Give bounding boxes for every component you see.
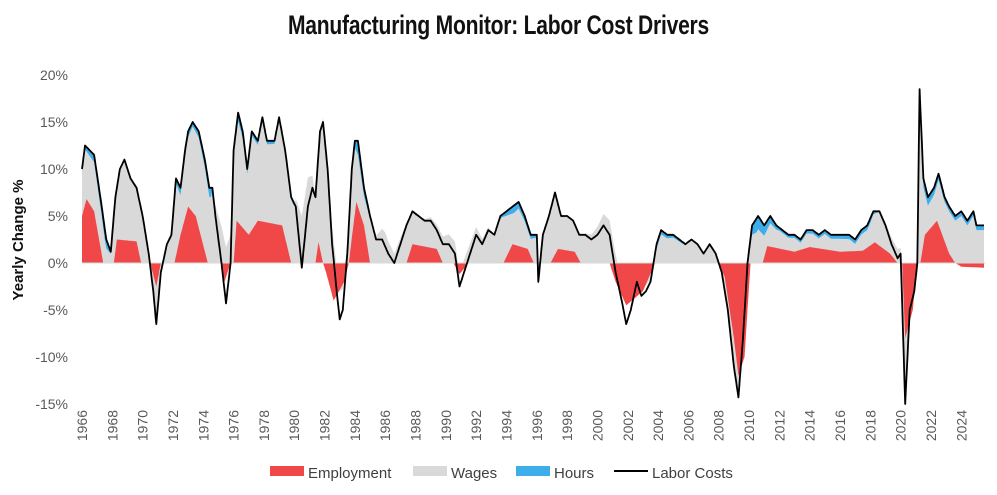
x-tick-label: 2022 [923, 410, 939, 441]
x-tick-label: 1994 [498, 410, 514, 441]
legend: Employment Wages Hours Labor Costs [270, 465, 733, 482]
x-tick-label: 2024 [953, 410, 969, 441]
legend-label-hours: Hours [554, 465, 594, 482]
x-tick-label: 1972 [165, 410, 181, 441]
x-tick-label: 1980 [286, 410, 302, 441]
x-tick-label: 2020 [893, 410, 909, 441]
x-tick-label: 2006 [680, 410, 696, 441]
y-tick-label: 15% [40, 114, 68, 130]
y-tick-label: -10% [35, 349, 68, 365]
y-tick-label: 5% [48, 208, 68, 224]
x-tick-label: 2002 [620, 410, 636, 441]
x-tick-label: 1998 [559, 410, 575, 441]
x-tick-label: 2016 [832, 410, 848, 441]
x-tick-label: 1968 [104, 410, 120, 441]
x-tick-label: 1966 [74, 410, 90, 441]
legend-swatch-employment [270, 466, 304, 476]
x-tick-label: 1984 [347, 410, 363, 441]
x-tick-label: 1990 [438, 410, 454, 441]
legend-label-wages: Wages [451, 465, 497, 482]
y-axis-label: Yearly Change % [10, 180, 27, 301]
y-tick-label: 0% [48, 255, 68, 271]
x-tick-label: 1988 [408, 410, 424, 441]
x-tick-label: 2010 [741, 410, 757, 441]
x-tick-label: 2000 [589, 410, 605, 441]
x-tick-label: 1970 [135, 410, 151, 441]
legend-swatch-wages [413, 466, 447, 476]
x-tick-label: 1978 [256, 410, 272, 441]
wages-area [82, 96, 984, 404]
x-tick-label: 2004 [650, 410, 666, 441]
x-tick-label: 1996 [529, 410, 545, 441]
x-tick-label: 2008 [711, 410, 727, 441]
x-tick-label: 1976 [226, 410, 242, 441]
x-tick-label: 2018 [862, 410, 878, 441]
y-tick-label: -15% [35, 396, 68, 412]
legend-label-labor-costs: Labor Costs [652, 465, 733, 482]
y-tick-label: 10% [40, 161, 68, 177]
y-tick-label: -5% [43, 302, 68, 318]
labor-costs-line [81, 88, 985, 405]
x-tick-label: 1982 [317, 410, 333, 441]
x-tick-label: 1974 [195, 410, 211, 441]
legend-label-employment: Employment [308, 465, 392, 482]
x-tick-label: 2012 [771, 410, 787, 441]
x-tick-label: 2014 [802, 410, 818, 441]
x-tick-label: 1992 [468, 410, 484, 441]
legend-swatch-hours [516, 466, 550, 476]
chart-title: Manufacturing Monitor: Labor Cost Driver… [287, 10, 709, 40]
x-tick-label: 1986 [377, 410, 393, 441]
y-tick-label: 20% [40, 67, 68, 83]
